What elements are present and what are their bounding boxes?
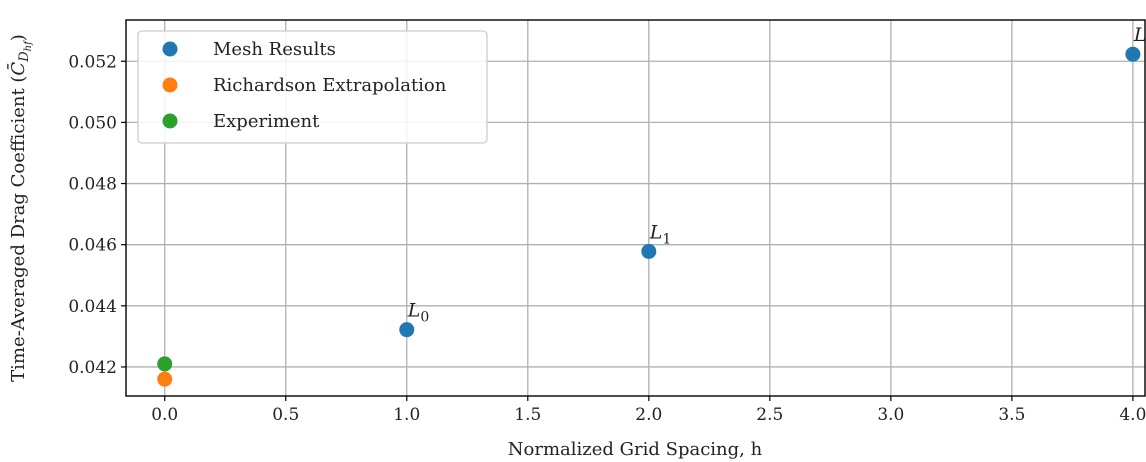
legend: Mesh Results Richardson Extrapolation Expe… — [137, 30, 488, 144]
data-point — [641, 243, 657, 259]
x-tick-label: 3.5 — [998, 405, 1025, 425]
legend-marker — [162, 41, 178, 57]
data-point — [157, 371, 173, 387]
y-tick-label: 0.052 — [68, 52, 117, 72]
y-axis-label-group: Time-Averaged Drag Coefficient (C̄Dhf) — [6, 34, 34, 382]
x-tick-label: 0.0 — [151, 405, 178, 425]
x-tick-label: 2.0 — [635, 405, 662, 425]
y-axis-label: Time-Averaged Drag Coefficient (C̄Dhf) — [6, 34, 34, 382]
legend-box — [137, 30, 488, 144]
plot-frame — [125, 19, 1146, 397]
y-tick-label: 0.048 — [68, 175, 117, 195]
x-axis-label: Normalized Grid Spacing, h — [508, 439, 763, 460]
legend-marker — [162, 77, 178, 93]
legend-label: Richardson Extrapolation — [213, 75, 447, 96]
x-tick-label: 3.0 — [877, 405, 904, 425]
x-tick-label: 4.0 — [1119, 405, 1146, 425]
legend-label: Experiment — [213, 111, 320, 132]
data-point — [399, 322, 415, 338]
x-tick-label: 0.5 — [272, 405, 299, 425]
axis-ticks: 0.0 0.5 1.0 1.5 2.0 2.5 3.0 3.5 4.0 0.042 0.044 0.0… — [68, 52, 1146, 425]
data-points — [157, 46, 1141, 387]
point-label: L1 — [649, 221, 672, 247]
y-tick-label: 0.042 — [68, 358, 117, 378]
point-label: L0 — [407, 300, 430, 326]
x-tick-label: 1.0 — [393, 405, 420, 425]
point-label: L2 — [1133, 24, 1146, 50]
data-point — [157, 356, 173, 372]
data-point — [1125, 46, 1141, 62]
y-tick-label: 0.046 — [68, 236, 117, 256]
legend-label: Mesh Results — [213, 39, 336, 60]
point-labels: L0 L1 L2 — [407, 24, 1146, 325]
x-tick-label: 1.5 — [514, 405, 541, 425]
legend-marker — [162, 113, 178, 129]
y-tick-label: 0.050 — [68, 113, 117, 133]
x-tick-label: 2.5 — [756, 405, 783, 425]
y-tick-label: 0.044 — [68, 297, 117, 317]
